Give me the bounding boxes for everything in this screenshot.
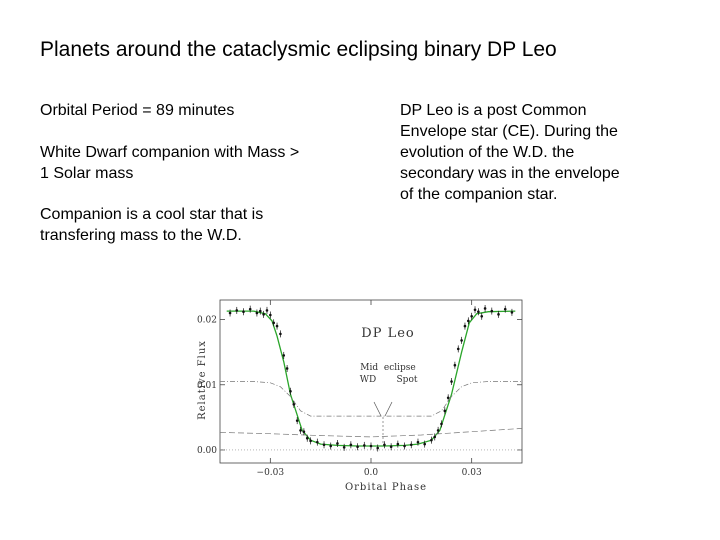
orbital-period-text: Orbital Period = 89 minutes xyxy=(40,102,235,119)
data-point xyxy=(275,324,279,328)
annotation-wd: WD xyxy=(360,375,376,385)
y-tick-label: 0.00 xyxy=(197,446,217,456)
data-point xyxy=(463,324,467,328)
data-point xyxy=(436,429,440,432)
x-tick-label: 0.0 xyxy=(364,468,379,478)
component-line-dash-dot xyxy=(220,381,522,417)
data-point xyxy=(430,438,433,442)
data-point xyxy=(336,442,339,445)
slide-title: Planets around the cataclysmic eclipsing… xyxy=(40,38,557,61)
data-point xyxy=(356,445,359,448)
data-point xyxy=(289,389,292,393)
data-point xyxy=(279,332,282,336)
data-point xyxy=(450,380,453,383)
annotation-spot: Spot xyxy=(397,375,418,385)
data-point xyxy=(477,310,480,314)
data-point xyxy=(403,444,406,448)
data-point xyxy=(389,445,393,448)
data-point xyxy=(302,430,306,434)
data-point xyxy=(235,309,239,312)
axis-ticks: −0.03 0.0 0.03 0.00 0.01 0.02 xyxy=(197,300,522,478)
data-point xyxy=(440,422,443,426)
data-point xyxy=(376,446,380,450)
data-point xyxy=(503,307,507,311)
x-tick-label: −0.03 xyxy=(257,468,285,478)
data-point xyxy=(416,440,420,444)
annotation-arrow-wd xyxy=(373,401,382,417)
data-point xyxy=(349,443,353,447)
data-point xyxy=(362,444,366,447)
data-point xyxy=(510,311,514,314)
data-point xyxy=(433,435,437,439)
data-point xyxy=(309,439,312,443)
data-point xyxy=(460,339,463,342)
y-tick-label: 0.01 xyxy=(197,381,217,391)
data-point xyxy=(248,307,252,311)
data-point xyxy=(295,419,299,422)
data-point xyxy=(342,446,346,449)
light-curve-figure: −0.03 0.0 0.03 0.00 0.01 0.02 DP Leo Mid ecli… xyxy=(193,295,525,495)
data-point xyxy=(262,313,265,316)
annotation-mid-eclipse: Mid eclipse xyxy=(360,363,415,373)
data-point xyxy=(423,442,426,446)
data-point xyxy=(443,409,447,413)
data-point xyxy=(272,321,275,325)
x-axis-label: Orbital Phase xyxy=(345,482,427,493)
data-point xyxy=(255,311,259,315)
data-point xyxy=(490,309,494,313)
white-dwarf-text: White Dwarf companion with Mass > 1 Sola… xyxy=(40,144,300,182)
data-point xyxy=(383,443,386,447)
data-point xyxy=(322,443,326,447)
data-point xyxy=(369,444,373,448)
component-line-dashed xyxy=(219,428,523,438)
annotation-arrow-spot xyxy=(384,401,393,417)
data-point xyxy=(470,315,473,318)
data-point xyxy=(265,309,269,312)
data-point xyxy=(242,310,245,314)
data-point xyxy=(305,436,309,440)
y-tick-label: 0.02 xyxy=(197,316,217,326)
data-point xyxy=(409,443,413,447)
data-point xyxy=(299,429,302,432)
left-column: Orbital Period = 89 minutes White Dwarf … xyxy=(40,100,300,266)
y-axis-label: Relative Flux xyxy=(197,340,208,420)
data-point xyxy=(446,396,450,400)
data-point xyxy=(456,347,460,351)
data-points xyxy=(228,304,514,452)
data-point xyxy=(316,440,319,444)
data-point xyxy=(258,309,262,313)
data-point xyxy=(228,311,232,315)
chart-title: DP Leo xyxy=(361,326,414,341)
x-tick-label: 0.03 xyxy=(462,468,482,478)
companion-star-text: Companion is a cool star that is transfe… xyxy=(40,206,264,244)
data-point xyxy=(285,367,289,370)
data-point xyxy=(473,308,477,312)
data-point xyxy=(480,315,484,318)
data-point xyxy=(292,403,296,406)
data-point xyxy=(467,319,470,323)
data-point xyxy=(483,307,487,310)
data-point xyxy=(269,313,272,317)
data-point xyxy=(453,363,457,367)
data-point xyxy=(329,444,333,448)
right-column-text: DP Leo is a post Common Envelope star (C… xyxy=(400,102,620,203)
data-point xyxy=(282,354,286,357)
data-point xyxy=(497,313,500,316)
data-point xyxy=(396,442,400,446)
light-curve-chart: −0.03 0.0 0.03 0.00 0.01 0.02 DP Leo Mid ecli… xyxy=(197,299,523,493)
